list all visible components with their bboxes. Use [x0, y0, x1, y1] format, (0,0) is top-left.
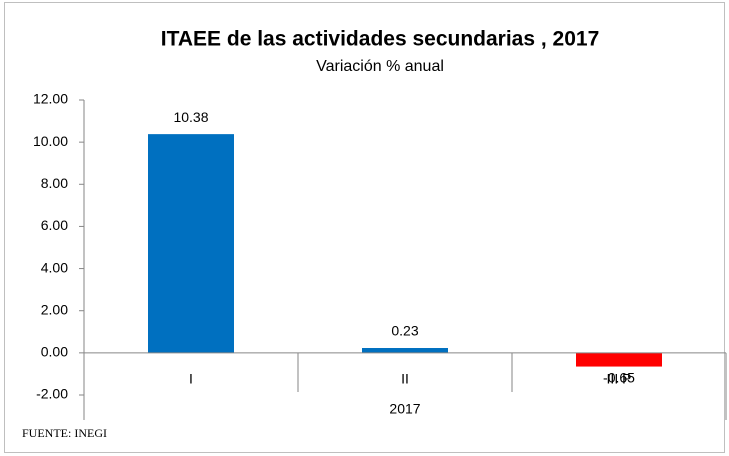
bar: [362, 348, 448, 353]
y-tick-label: 6.00: [41, 217, 68, 233]
chart-frame: [4, 2, 725, 453]
x-tick-label: III P: [607, 371, 632, 387]
y-tick-label: 12.00: [33, 91, 68, 107]
y-tick-label: 8.00: [41, 175, 68, 191]
bar: [576, 352, 662, 367]
bar: [148, 134, 234, 353]
source-note: FUENTE: INEGI: [22, 426, 107, 440]
x-tick-label: II: [401, 371, 409, 387]
data-label: 10.38: [173, 109, 208, 125]
y-tick-label: 10.00: [33, 133, 68, 149]
y-tick-label: 0.00: [41, 344, 68, 360]
data-label: 0.23: [391, 323, 418, 339]
group-label: 2017: [389, 401, 420, 417]
y-tick-label: 4.00: [41, 259, 68, 275]
x-tick-label: I: [189, 371, 193, 387]
data-label: -0.65: [603, 369, 635, 385]
y-tick-label: -2.00: [36, 386, 68, 402]
chart-subtitle: Variación % anual: [316, 58, 444, 75]
y-tick-label: 2.00: [41, 301, 68, 317]
chart-title: ITAEE de las actividades secundarias , 2…: [161, 28, 600, 51]
